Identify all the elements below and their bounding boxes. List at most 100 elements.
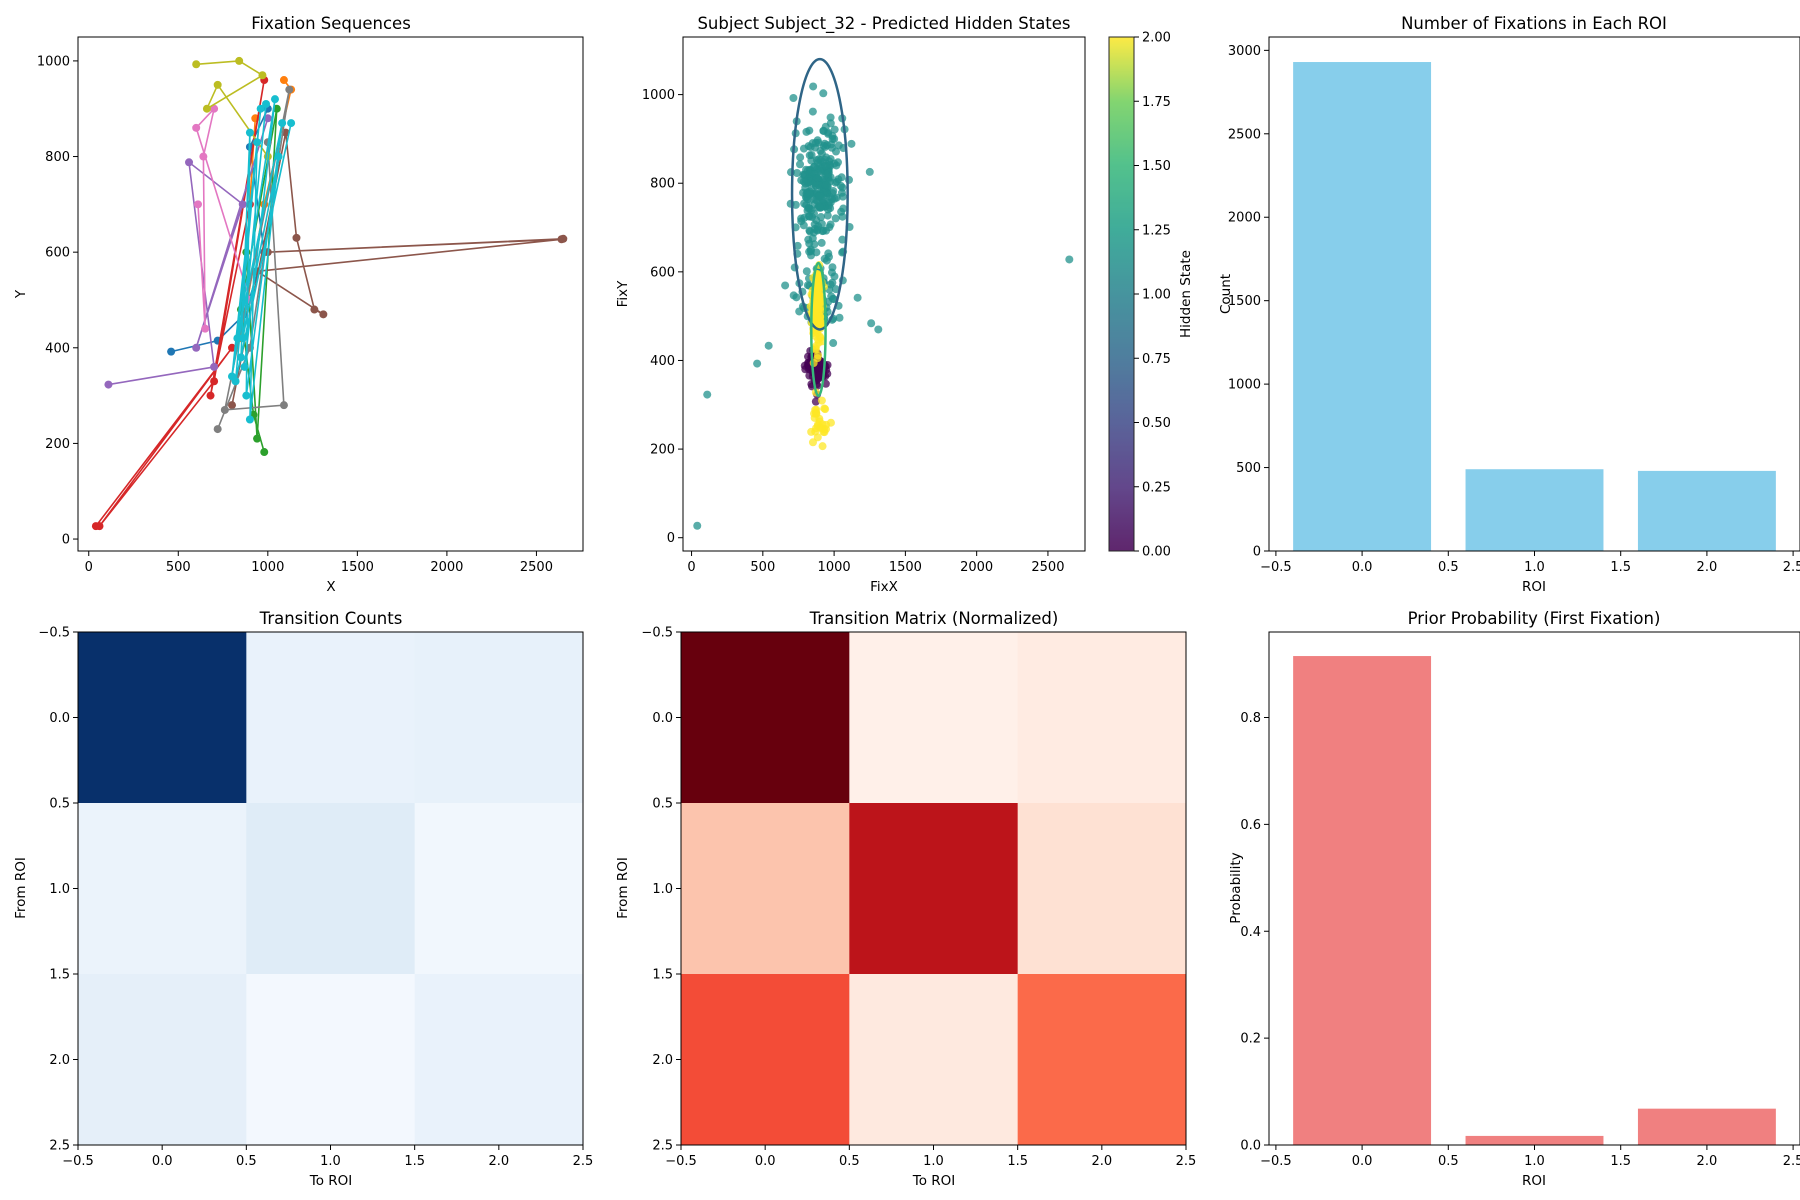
data-point [817, 219, 826, 228]
y-axis-label: From ROI [615, 857, 631, 919]
y-tick-label: 0.4 [1240, 925, 1261, 940]
x-tick-label: 500 [166, 560, 191, 575]
data-point [1065, 255, 1074, 264]
data-point [853, 293, 862, 302]
series-line [108, 118, 269, 386]
data-point [832, 147, 841, 156]
x-axis-label: X [326, 579, 335, 595]
data-point [192, 343, 201, 352]
data-point [832, 161, 841, 170]
data-point [793, 241, 802, 250]
series-line [196, 60, 269, 157]
data-point [809, 82, 818, 91]
data-point [793, 169, 802, 178]
x-tick-label: −0.5 [1260, 1154, 1292, 1169]
data-point [831, 214, 840, 223]
x-tick-label: 0 [687, 560, 695, 575]
heatmap-cell [414, 803, 584, 975]
bar [1293, 656, 1432, 1145]
data-point [292, 233, 301, 242]
data-point [206, 391, 215, 400]
data-point [192, 123, 201, 132]
y-tick-label: 1.5 [652, 968, 673, 983]
y-tick-label: 2.5 [652, 1139, 673, 1154]
data-point [202, 104, 211, 113]
x-tick-label: 1.5 [1610, 1154, 1631, 1169]
y-tick-label: 0.5 [49, 797, 70, 812]
data-point [796, 160, 805, 169]
data-point [821, 181, 830, 190]
y-tick-label: 0 [1253, 545, 1261, 560]
y-tick-label: 800 [45, 150, 70, 165]
y-tick-label: 0.6 [1240, 818, 1261, 833]
y-tick-label: −0.5 [641, 626, 673, 641]
data-point [786, 199, 795, 208]
heatmap-cell [681, 632, 850, 804]
data-point [240, 362, 249, 371]
data-point [821, 161, 830, 170]
data-point [813, 335, 822, 344]
y-tick-label: 600 [45, 246, 70, 261]
bar [1465, 1135, 1604, 1145]
data-point [235, 56, 244, 65]
y-tick-label: 800 [650, 177, 675, 192]
x-tick-label: 0.0 [1352, 1154, 1373, 1169]
data-point [844, 175, 853, 184]
y-tick-label: 0 [667, 531, 675, 546]
axes-frame [682, 36, 1086, 552]
heatmap-cell [246, 803, 416, 975]
data-point [238, 200, 247, 209]
y-tick-label: 3000 [1228, 44, 1261, 59]
y-tick-label: 400 [45, 341, 70, 356]
data-point [811, 138, 820, 147]
data-point [811, 301, 820, 310]
x-tick-label: 2500 [1031, 560, 1064, 575]
data-point [319, 310, 328, 319]
data-point [213, 425, 222, 434]
data-point [210, 104, 219, 113]
y-tick-label: 400 [650, 354, 675, 369]
x-tick-label: 1000 [251, 560, 284, 575]
axes: −0.5 0.0 0.5 1.0 1.5 2.0 2.5−0.50.00.51.01.52.… [38, 626, 593, 1170]
data-point [238, 334, 247, 343]
data-point [826, 113, 835, 122]
data-point [199, 152, 208, 161]
data-point [823, 211, 832, 220]
data-point [185, 158, 194, 167]
colorbar-tick-label: 2.00 [1142, 31, 1171, 46]
y-tick-label: 200 [650, 443, 675, 458]
x-tick-label: 0 [85, 560, 93, 575]
data-point [815, 371, 824, 380]
data-point [813, 174, 822, 183]
data-point [236, 353, 245, 362]
y-tick-label: −0.5 [38, 626, 70, 641]
panel-prior-probability: Prior Probability (First Fixation) −0.5 0… [1228, 609, 1800, 1189]
data-point [823, 169, 832, 178]
data-point [810, 409, 819, 418]
x-tick-label: −0.5 [665, 1154, 697, 1169]
data-point [811, 424, 820, 433]
x-tick-label: 2.0 [1697, 1154, 1718, 1169]
heatmap-cell [849, 974, 1019, 1146]
data-point [839, 204, 848, 213]
data-point [808, 438, 817, 447]
data-point [817, 238, 826, 247]
y-tick-label: 0 [62, 533, 70, 548]
panel-transition-matrix: Transition Matrix (Normalized) −0.5 0.0 0.… [615, 609, 1196, 1189]
heatmap-cell [78, 974, 247, 1146]
heatmap-cell [1017, 632, 1187, 804]
colorbar-tick-label: 1.50 [1142, 159, 1171, 174]
data-point [201, 324, 210, 333]
axes-frame [77, 36, 584, 552]
colorbar-tick-label: 0.75 [1142, 352, 1171, 367]
heatmap-cell [246, 632, 416, 804]
data-point [813, 281, 822, 290]
x-tick-label: −0.5 [1260, 560, 1292, 575]
y-tick-label: 0.0 [49, 711, 70, 726]
x-tick-label: 0.5 [1438, 1154, 1459, 1169]
colorbar-tick-label: 0.25 [1142, 480, 1171, 495]
x-tick-label: 1.0 [1524, 1154, 1545, 1169]
y-axis-label: Y [13, 289, 29, 299]
colorbar-tick-label: 0.00 [1142, 545, 1171, 560]
y-tick-label: 1.0 [652, 882, 673, 897]
